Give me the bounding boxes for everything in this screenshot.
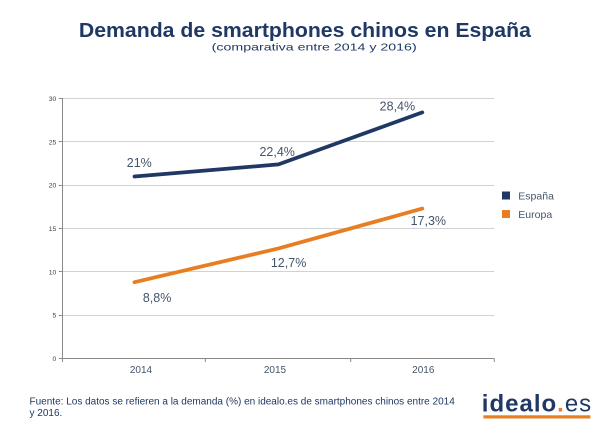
svg-text:28,4%: 28,4% (380, 100, 415, 114)
svg-text:España: España (518, 190, 554, 202)
svg-text:Fuente: Los datos se refieren: Fuente: Los datos se refieren a la deman… (30, 396, 456, 407)
svg-text:12,7%: 12,7% (271, 256, 306, 270)
svg-text:20: 20 (49, 183, 57, 190)
svg-text:30: 30 (49, 96, 57, 103)
svg-text:Europa: Europa (518, 209, 552, 221)
svg-text:0: 0 (53, 356, 57, 363)
svg-text:22,4%: 22,4% (259, 145, 294, 159)
svg-text:(comparativa entre 2014 y 2016: (comparativa entre 2014 y 2016) (212, 42, 417, 54)
svg-text:10: 10 (49, 269, 57, 276)
svg-text:25: 25 (49, 139, 57, 146)
svg-text:2016: 2016 (412, 365, 435, 376)
svg-text:5: 5 (53, 313, 57, 320)
svg-text:y 2016.: y 2016. (30, 408, 63, 419)
svg-text:15: 15 (49, 226, 57, 233)
svg-text:2014: 2014 (130, 365, 153, 376)
svg-text:idealo.es: idealo.es (482, 390, 592, 417)
svg-text:2015: 2015 (264, 365, 287, 376)
svg-text:17,3%: 17,3% (411, 214, 446, 228)
svg-text:21%: 21% (127, 156, 152, 170)
svg-text:Demanda de smartphones chinos: Demanda de smartphones chinos en España (79, 20, 532, 42)
svg-text:8,8%: 8,8% (143, 291, 172, 305)
